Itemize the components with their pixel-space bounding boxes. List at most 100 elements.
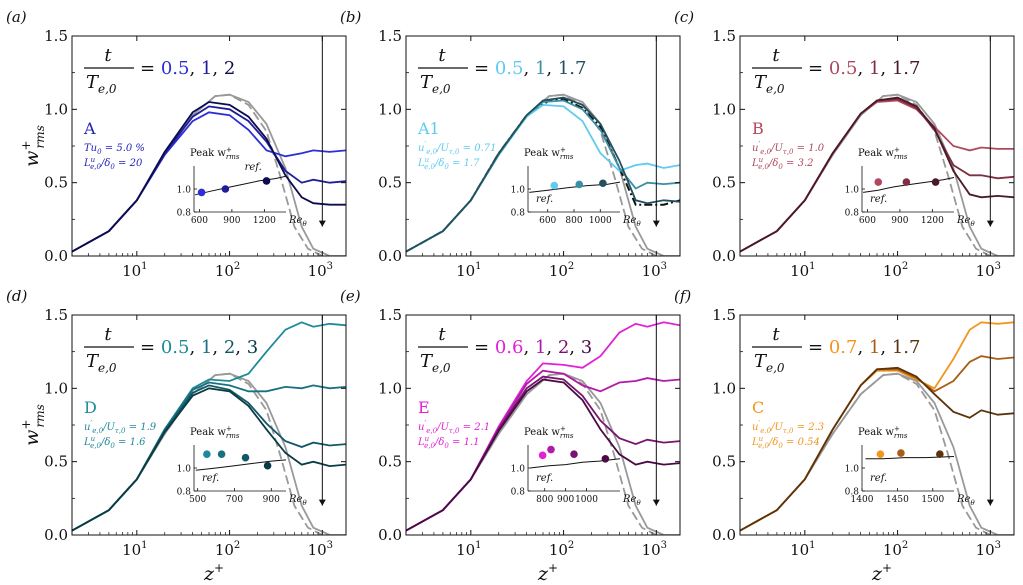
inset-peak-point [550,181,559,190]
inset-y-tick-label: 0.8 [845,209,860,219]
inset-title: Peak w+ rms [524,146,574,161]
x-tick-exponent: 1 [141,540,147,551]
x-tick-label: 102 [215,540,240,559]
inset-peak-point [876,450,885,459]
inset-xlabel: Reθ [622,215,641,228]
param1-value-sub: τ,0 [783,427,794,435]
inset-title-sup: + [894,146,900,154]
time-value: 0.5 [161,58,190,79]
y-tick-label: 0.0 [712,247,736,265]
y-tick-label: 1.0 [378,100,402,118]
param1-sup: ′ [424,140,426,149]
inset-xlabel-sub: θ [636,220,641,228]
ratio-den-base: T [420,72,434,93]
time-separator: , [546,337,557,358]
param2-symbol: L [417,158,425,169]
time-separator: , [857,58,868,79]
inset-y-tick-label: 1.0 [845,186,860,196]
x-tick-exponent: 1 [809,261,815,272]
ratio-numerator: t [772,324,780,345]
x-tick-label: 101 [456,261,481,280]
x-tick-exponent: 3 [995,261,1001,272]
panel-label: (d) [6,287,27,305]
param2-value-sub: 0 [110,442,115,450]
param1-text: u′e,0/Uτ,0 = 2.3 [752,419,824,435]
param2-symbol: L [83,437,91,448]
inset-peak-point [936,450,944,459]
time-values: = 0.5, 1, 2 [140,58,235,79]
y-tick-label: 1.0 [44,100,68,118]
inset-title-sup: + [226,146,232,154]
series-line-t1 [740,98,1014,253]
y-tick-label: 1.5 [378,27,402,45]
ratio-den-base: T [86,351,100,372]
inset: Peak w+ rms 0.8 1.0 500 700 900 Reθ ref. [177,425,308,507]
x-tick-base: 10 [549,541,568,559]
inset-peak-point [599,179,607,188]
x-tick-base: 10 [790,262,809,280]
param1-sub: e,0 [426,427,437,435]
inset-title: Peak w+ rms [190,146,240,161]
x-axis-label: z+ [537,561,558,585]
inset-peak-point [575,180,584,189]
time-arrow-head [986,220,994,227]
time-value: 0.5 [829,58,858,79]
param2-symbol: L [751,158,759,169]
inset-peak-point [241,453,250,462]
y-tick-label: 0.0 [44,526,68,544]
x-tick-label: 102 [883,540,908,559]
inset: Peak w+ rms 0.8 1.0 600 800 1000 Reθ ref. [511,146,642,228]
x-label-base: z [871,563,883,585]
reference-curve-dashed [740,93,991,256]
time-arrow-head [652,220,660,227]
time-separator: , [212,337,223,358]
param2-value-tail: = 1.1 [449,437,480,448]
inset-xlabel: Reθ [956,215,975,228]
y-tick-label: 1.5 [44,306,68,324]
x-tick-exponent: 1 [809,540,815,551]
time-value: 1 [535,337,546,358]
inset-peak-point [601,455,610,463]
time-value: 1.7 [892,337,921,358]
param1-sup: ′ [758,419,760,428]
ratio-denominator: Te,0 [86,72,117,96]
time-values: = 0.7, 1, 1.7 [808,337,920,358]
time-separator: , [189,58,200,79]
inset-title-sup: + [560,425,566,433]
x-tick-exponent: 2 [902,261,908,272]
x-tick-exponent: 2 [568,261,574,272]
time-separator: , [880,58,891,79]
inset-xlabel-base: Re [622,494,637,505]
x-tick-exponent: 2 [902,540,908,551]
inset-title: Peak w+ rms [524,425,574,440]
param2-sup: u [91,156,96,164]
x-tick-label: 101 [790,261,815,280]
param2-text: Lu e,0/δ0 = 1.1 [417,435,479,450]
inset-title-sup: + [226,425,232,433]
reference-curve-solid [406,93,680,256]
inset-x-tick-label: 1000 [575,495,598,505]
y-label-base: w [21,430,43,446]
param2-text: Lu e,0/δ0 = 1.7 [417,156,480,171]
y-label-sup: + [19,419,33,429]
panel-label: (e) [340,287,361,305]
series-line-t1 [406,99,680,253]
time-values: = 0.5, 1, 1.7 [808,58,920,79]
x-tick-exponent: 3 [661,540,667,551]
reference-curve-dashed [740,372,991,535]
param2-symbol: L [83,158,91,169]
param2-value-tail: = 3.2 [783,158,814,169]
inset-ref-label: ref. [202,473,219,484]
inset-y-tick-label: 1.0 [177,186,192,196]
inset-peak-point [197,188,206,197]
x-tick-base: 10 [215,262,234,280]
time-value: 1.7 [558,58,587,79]
x-label-base: z [203,563,215,585]
inset-ref-line [195,459,287,471]
y-label-base: w [21,151,43,167]
inset-peak-point [262,177,271,185]
ratio-den-sub: e,0 [432,361,451,375]
param1-value-tail: = 0.71 [459,143,496,154]
ratio-denominator: Te,0 [86,351,117,375]
